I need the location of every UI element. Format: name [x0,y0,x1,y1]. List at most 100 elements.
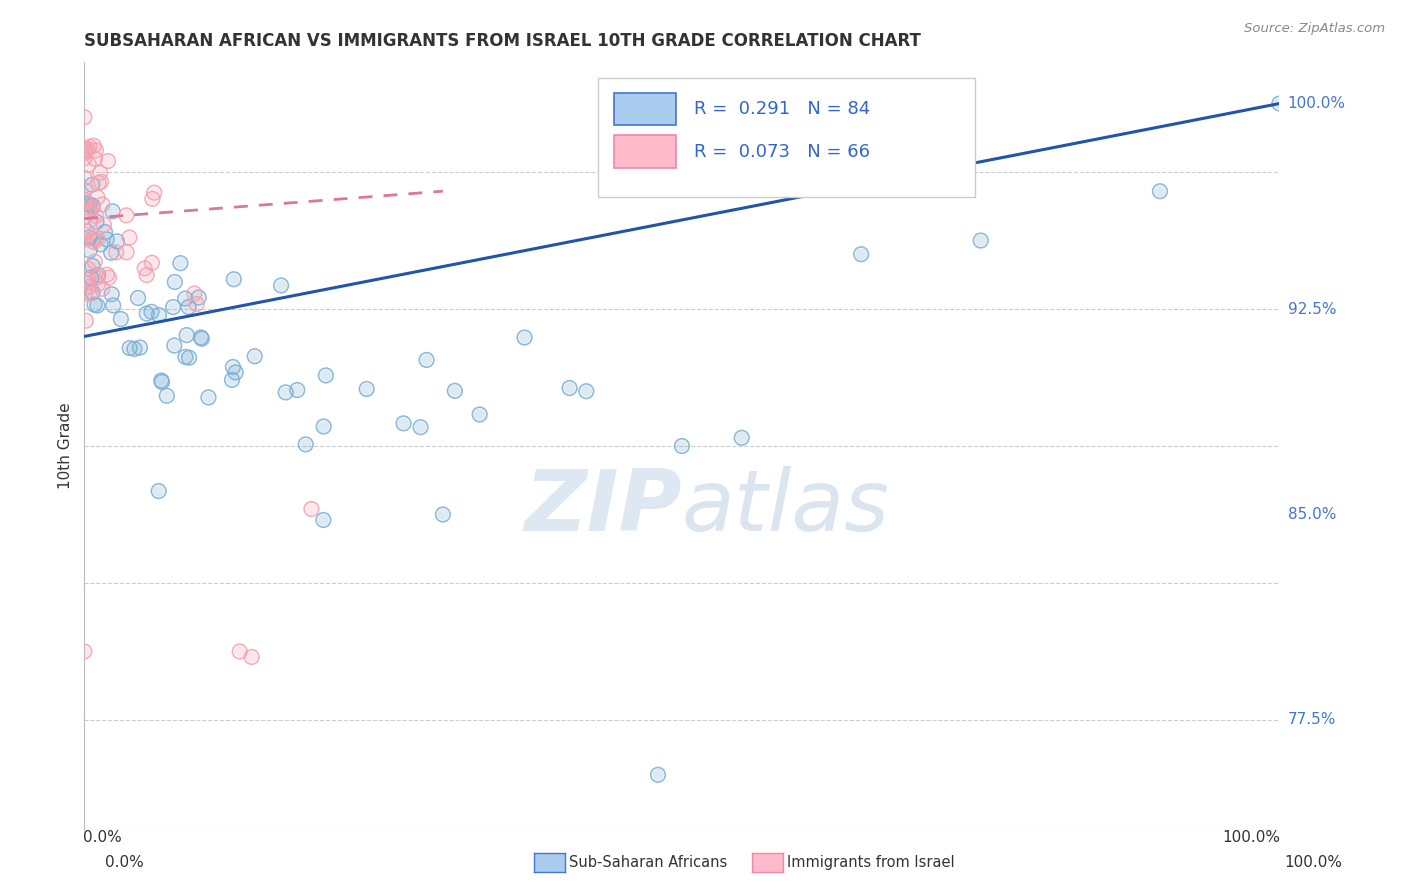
Point [190,330,212,344]
Point [312,513,335,527]
Point [183,286,205,301]
Point [103,298,125,312]
Point [115,208,138,222]
Point [671,439,693,453]
Point [274,385,297,400]
Point [96,268,118,282]
Text: Sub-Saharan Africans: Sub-Saharan Africans [569,855,728,870]
Point [301,502,323,516]
Point [392,417,415,431]
Point [79,214,101,228]
Point [970,234,993,248]
Point [163,275,186,289]
Point [174,292,197,306]
Point [79,140,101,154]
Point [76,276,98,290]
Point [76,196,98,211]
Point [222,359,245,374]
Point [177,300,200,314]
Point [83,235,105,249]
Text: Immigrants from Israel: Immigrants from Israel [787,855,955,870]
Point [73,184,96,198]
Point [129,341,152,355]
Point [270,278,292,293]
Point [110,312,132,326]
Point [76,224,98,238]
Point [96,232,118,246]
Point [229,644,252,658]
Point [90,175,112,189]
Point [77,157,100,171]
Point [84,144,107,158]
Point [409,420,432,434]
Point [135,307,157,321]
Point [77,204,100,219]
Point [89,166,111,180]
Point [301,502,323,516]
Point [143,186,166,200]
Point [1149,184,1171,198]
Text: 100.0%: 100.0% [1223,830,1281,845]
Point [97,270,120,285]
Point [86,190,108,204]
Point [94,225,117,239]
Point [274,385,297,400]
Point [101,204,124,219]
Point [97,154,120,169]
Point [409,420,432,434]
Point [82,198,104,212]
Point [285,383,308,397]
Point [191,332,214,346]
Text: 85.0%: 85.0% [1288,507,1336,522]
Point [150,374,173,388]
Point [118,230,141,244]
Point [84,144,107,158]
Point [174,350,197,364]
Point [73,644,96,658]
Point [190,330,212,344]
Point [143,186,166,200]
Point [141,305,163,319]
Point [90,175,112,189]
Point [84,209,107,223]
Point [82,178,104,192]
Point [84,209,107,223]
Point [115,245,138,260]
Point [103,298,125,312]
Point [285,383,308,397]
Point [83,138,105,153]
Point [183,286,205,301]
Point [100,245,122,260]
Point [86,190,108,204]
Point [75,143,97,157]
Point [415,353,437,368]
Point [197,391,219,405]
Point [731,431,754,445]
Point [513,330,536,344]
Point [432,508,454,522]
Point [86,215,108,229]
Point [162,300,184,314]
Point [575,384,598,399]
Point [100,245,122,260]
Point [73,210,96,224]
Point [513,330,536,344]
Point [87,268,110,282]
Point [100,287,122,301]
Text: 0.0%: 0.0% [83,830,122,845]
Point [79,244,101,258]
Point [294,437,316,451]
Point [105,235,128,249]
Point [468,408,491,422]
Point [83,138,105,153]
Point [225,366,247,380]
Point [115,208,138,222]
Point [105,245,128,260]
Point [79,230,101,244]
Point [270,278,292,293]
Point [86,270,108,285]
Point [82,178,104,192]
Point [356,382,378,396]
Point [187,291,209,305]
Point [79,214,101,228]
